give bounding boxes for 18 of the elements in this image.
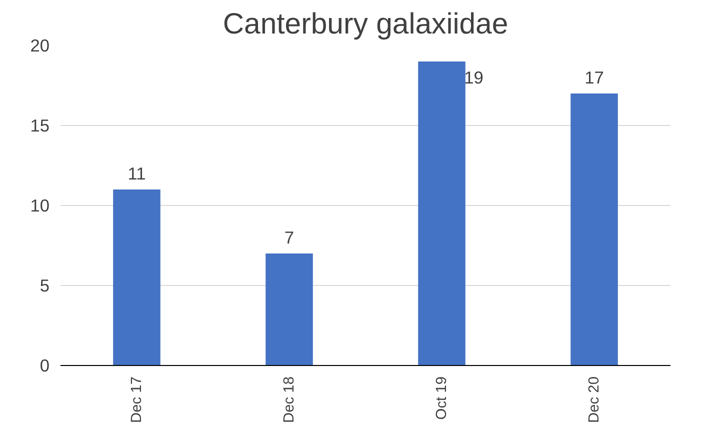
data-label: 17 [584, 68, 604, 88]
y-tick-label: 5 [40, 276, 50, 296]
data-label: 11 [128, 164, 146, 184]
chart-title: Canterbury galaxiidae [222, 8, 508, 40]
bar [418, 62, 466, 366]
data-label: 19 [464, 68, 484, 88]
x-tick-label: Oct 19 [434, 376, 450, 420]
y-tick-label: 0 [40, 356, 50, 376]
y-tick-label: 20 [30, 36, 50, 56]
data-label: 7 [284, 228, 294, 248]
y-tick-label: 15 [30, 116, 50, 136]
bar [266, 254, 313, 366]
x-tick-label: Dec 18 [281, 376, 298, 423]
x-tick-label: Dec 17 [128, 376, 145, 423]
bar [113, 190, 160, 366]
x-tick-label: Dec 20 [586, 376, 602, 423]
bar [570, 94, 618, 366]
y-tick-label: 10 [30, 196, 50, 216]
